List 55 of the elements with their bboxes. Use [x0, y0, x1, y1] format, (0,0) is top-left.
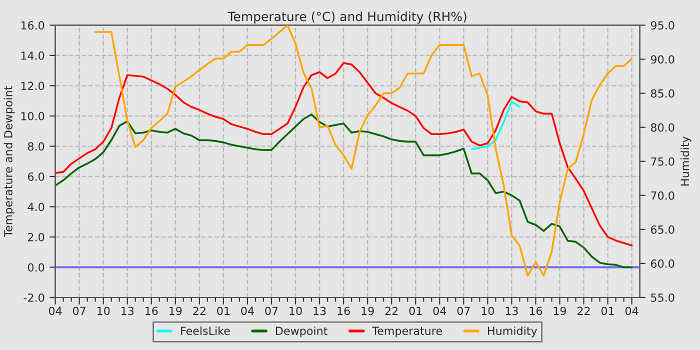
y-tick-label: -2.0 [24, 293, 44, 302]
chart-title: Temperature (°C) and Humidity (RH%) [228, 12, 466, 24]
x-tick-label: 19 [362, 306, 374, 316]
x-tick-label: 04 [48, 306, 62, 316]
y2-tick-label: 90.0 [650, 55, 674, 64]
line-series [470, 100, 521, 150]
x-tick-label: 07 [72, 306, 86, 316]
x-tick-label: 16 [530, 306, 542, 316]
legend-label: FeelsLike [181, 326, 230, 336]
x-tick-label: 04 [241, 306, 254, 316]
x-tick-label: 13 [122, 306, 134, 316]
y2-tick-label: 85.0 [650, 89, 674, 98]
y-tick-label: 8.0 [28, 142, 44, 151]
x-tick-label: 01 [217, 306, 230, 316]
x-tick-label: 07 [457, 306, 470, 316]
line-series [94, 25, 633, 277]
x-tick-label: 07 [265, 306, 278, 316]
x-tick-label: 01 [601, 306, 614, 316]
y-tick-label: 4.0 [28, 202, 44, 212]
x-tick-label: 04 [433, 306, 446, 316]
line-series [55, 62, 633, 246]
x-tick-label: 10 [290, 306, 302, 316]
x-tick-label: 22 [193, 306, 206, 315]
legend-label: Humidity [488, 326, 538, 338]
y-tick-label: 16.0 [21, 21, 44, 30]
y-tick-label: 12.0 [21, 82, 44, 90]
y-tick-label: 14.0 [21, 51, 44, 60]
x-tick-label: 19 [170, 306, 182, 316]
x-tick-label: 13 [314, 306, 326, 316]
x-tick-label: 16 [338, 306, 350, 316]
y2-tick-label: 55.0 [651, 293, 674, 302]
y2-tick-label: 70.0 [651, 191, 674, 200]
x-tick-label: 13 [506, 306, 518, 316]
x-tick-label: 04 [625, 306, 638, 316]
legend-label: Temperature [372, 326, 442, 338]
x-tick-label: 01 [409, 306, 422, 316]
y2-tick-label: 60.0 [650, 259, 674, 268]
y2-tick-label: 80.0 [650, 123, 674, 132]
y2-tick-label: 95.0 [650, 21, 674, 30]
y2-axis-title: Humidity [680, 136, 692, 186]
y-tick-label: 10.0 [21, 112, 44, 120]
legend-label: Dewpoint [276, 326, 328, 338]
y2-tick-label: 75.0 [651, 157, 674, 166]
y-tick-label: 2.0 [28, 232, 44, 242]
x-tick-label: 22 [385, 306, 398, 315]
x-tick-label: 22 [577, 306, 590, 315]
x-tick-label: 16 [146, 306, 158, 316]
x-tick-label: 10 [482, 306, 494, 316]
line-series [55, 114, 633, 268]
x-tick-label: 19 [554, 306, 566, 316]
x-tick-label: 10 [97, 306, 110, 316]
y2-tick-label: 65.0 [650, 225, 674, 234]
y-tick-label: 0.0 [28, 263, 44, 272]
y-tick-label: 6.0 [28, 172, 44, 181]
y-axis-title: Temperature and Dewpoint [4, 86, 15, 237]
